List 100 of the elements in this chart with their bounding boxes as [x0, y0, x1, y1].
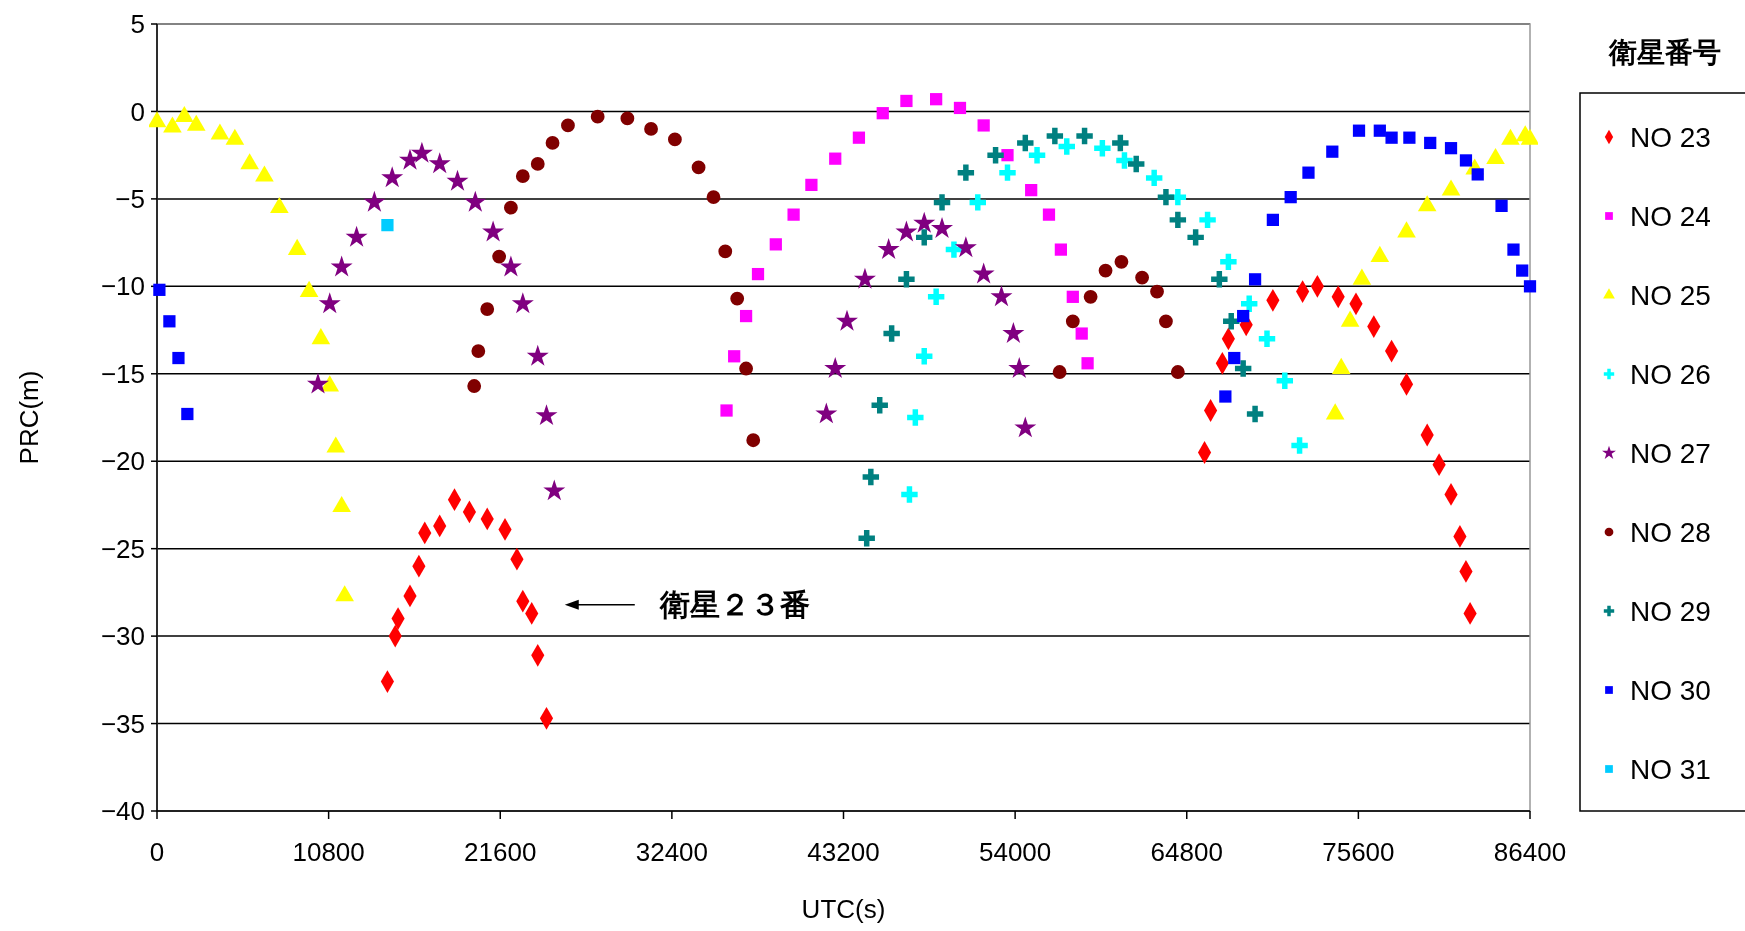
y-tick-label: −20	[100, 446, 145, 477]
point	[410, 141, 433, 163]
point	[1444, 142, 1458, 155]
point	[1116, 152, 1133, 169]
point	[1507, 243, 1520, 256]
point	[876, 107, 889, 120]
point	[1228, 351, 1241, 365]
point	[1284, 191, 1297, 204]
x-tick-label: 10800	[292, 837, 365, 867]
point	[824, 356, 847, 378]
point	[858, 529, 875, 547]
point	[931, 217, 954, 238]
point	[1495, 199, 1508, 213]
point	[815, 402, 838, 424]
point	[471, 344, 486, 358]
point	[1471, 168, 1484, 181]
point	[852, 131, 866, 144]
point	[1240, 295, 1258, 313]
y-tick-label: −25	[100, 533, 145, 564]
point	[933, 194, 951, 211]
legend-label: NO 27	[1630, 437, 1711, 469]
point	[306, 372, 329, 394]
x-tick-label: 21600	[464, 837, 537, 867]
y-tick-label: −5	[115, 183, 145, 214]
point	[1403, 131, 1416, 144]
point	[1145, 169, 1163, 187]
annotation: 衛星２３番	[658, 588, 810, 622]
point	[1002, 321, 1025, 343]
point	[515, 169, 530, 184]
point	[739, 361, 753, 376]
point	[1014, 416, 1037, 438]
y-axis-title: PRC(m)	[14, 370, 44, 465]
point	[1302, 166, 1315, 179]
x-tick-label: 0	[149, 837, 165, 867]
point	[153, 283, 166, 296]
point	[530, 157, 545, 171]
point	[916, 229, 933, 246]
point	[1028, 146, 1046, 164]
legend-label: NO 28	[1630, 516, 1711, 548]
point	[535, 404, 558, 426]
point	[706, 190, 721, 205]
x-tick-label: 43200	[807, 837, 880, 867]
point	[1459, 154, 1473, 167]
y-tick-label: −10	[100, 271, 145, 302]
point	[1276, 372, 1294, 389]
point	[1075, 327, 1088, 340]
point	[1246, 405, 1264, 423]
point	[901, 486, 918, 503]
point	[1187, 229, 1204, 246]
point	[318, 292, 341, 314]
point	[1352, 124, 1366, 137]
point	[1326, 145, 1339, 158]
point	[728, 350, 741, 363]
point	[511, 292, 534, 314]
point	[1220, 253, 1237, 271]
point	[1169, 211, 1187, 229]
point	[1516, 264, 1529, 277]
y-tick-label: 5	[130, 9, 145, 40]
legend-label: NO 25	[1630, 279, 1711, 311]
x-tick-label: 54000	[978, 837, 1052, 867]
x-tick-label: 64800	[1150, 837, 1223, 867]
x-tick-label: 75600	[1322, 837, 1395, 867]
point	[345, 225, 368, 247]
point	[1066, 290, 1079, 303]
point	[957, 164, 975, 181]
point	[1128, 155, 1145, 173]
point	[1112, 134, 1129, 152]
legend-label: NO 24	[1630, 200, 1711, 232]
legend-title: 衛星番号	[1608, 37, 1721, 68]
point	[720, 404, 733, 417]
point	[620, 111, 635, 126]
point	[1157, 188, 1175, 206]
point	[1211, 271, 1228, 288]
point	[1042, 208, 1056, 221]
point	[862, 468, 880, 486]
point	[907, 409, 924, 426]
point	[499, 255, 522, 277]
point	[913, 211, 936, 233]
point	[467, 379, 482, 393]
point	[492, 249, 507, 264]
point	[836, 309, 858, 331]
point	[1046, 127, 1064, 145]
point	[590, 109, 605, 124]
point	[805, 178, 818, 192]
point	[945, 241, 963, 258]
point	[1248, 273, 1262, 286]
point	[1054, 243, 1068, 256]
point	[644, 122, 658, 136]
point	[181, 407, 194, 421]
point	[916, 348, 933, 365]
point	[927, 288, 945, 306]
point	[751, 267, 765, 281]
point	[730, 291, 745, 306]
point	[1052, 365, 1067, 379]
point	[480, 302, 495, 316]
point	[1083, 289, 1098, 304]
legend-label: NO 23	[1630, 121, 1711, 153]
point	[381, 166, 404, 188]
point	[1076, 127, 1093, 145]
point	[1385, 131, 1398, 144]
